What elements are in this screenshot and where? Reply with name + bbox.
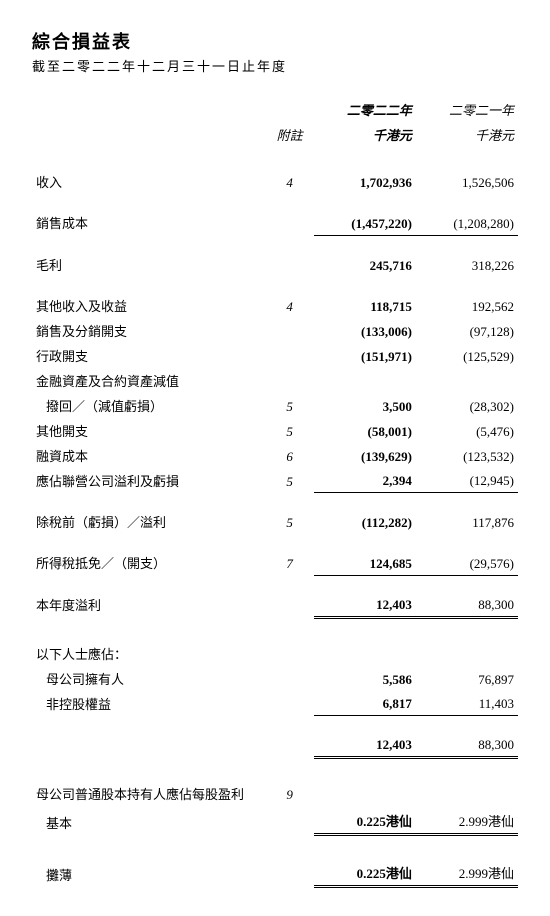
row-note: 6 — [265, 443, 314, 468]
row-label: 銷售成本 — [32, 210, 265, 235]
row-prior: 192,562 — [416, 293, 518, 318]
row-prior: (29,576) — [416, 550, 518, 575]
row-current: 1,702,936 — [314, 169, 416, 194]
row-current: 3,500 — [314, 393, 416, 418]
table-row: 撥回／（減值虧損） 5 3,500 (28,302) — [32, 393, 518, 418]
row-note: 7 — [265, 550, 314, 575]
row-current: (151,971) — [314, 343, 416, 368]
table-row: 本年度溢利 12,403 88,300 — [32, 592, 518, 618]
row-current: 5,586 — [314, 666, 416, 691]
row-prior: 76,897 — [416, 666, 518, 691]
row-prior: 88,300 — [416, 592, 518, 618]
row-note: 4 — [265, 293, 314, 318]
row-label: 以下人士應佔： — [32, 641, 265, 666]
table-row: 收入 4 1,702,936 1,526,506 — [32, 169, 518, 194]
table-row: 12,403 88,300 — [32, 732, 518, 758]
row-current: 124,685 — [314, 550, 416, 575]
row-note: 9 — [265, 781, 314, 806]
row-label: 攤薄 — [32, 858, 265, 887]
row-note: 5 — [265, 418, 314, 443]
statement-title: 綜合損益表 — [32, 28, 518, 54]
col-unit-2021: 千港元 — [416, 122, 518, 147]
table-row: 基本 0.225港仙 2.999港仙 — [32, 806, 518, 835]
row-current: (139,629) — [314, 443, 416, 468]
row-label: 除稅前（虧損）／溢利 — [32, 509, 265, 534]
row-label: 母公司普通股本持有人應佔每股盈利 — [32, 781, 265, 806]
row-prior: 11,403 — [416, 691, 518, 716]
row-current: 245,716 — [314, 252, 416, 277]
row-current: (112,282) — [314, 509, 416, 534]
row-prior: (1,208,280) — [416, 210, 518, 235]
row-label: 其他開支 — [32, 418, 265, 443]
row-prior: 1,526,506 — [416, 169, 518, 194]
row-label: 母公司擁有人 — [32, 666, 265, 691]
row-prior: 117,876 — [416, 509, 518, 534]
col-header-2021: 二零二一年 — [416, 97, 518, 122]
row-prior: (97,128) — [416, 318, 518, 343]
row-prior: 88,300 — [416, 732, 518, 758]
col-unit-2022: 千港元 — [314, 122, 416, 147]
table-row: 金融資產及合約資產減值 — [32, 368, 518, 393]
row-label: 應佔聯營公司溢利及虧損 — [32, 468, 265, 493]
row-label: 非控股權益 — [32, 691, 265, 716]
row-label: 基本 — [32, 806, 265, 835]
notes-column-header: 附註 — [265, 122, 314, 147]
row-prior: (123,532) — [416, 443, 518, 468]
col-header-2022: 二零二二年 — [314, 97, 416, 122]
table-row: 母公司擁有人 5,586 76,897 — [32, 666, 518, 691]
row-note: 4 — [265, 169, 314, 194]
row-label: 撥回／（減值虧損） — [32, 393, 265, 418]
row-current: 0.225港仙 — [314, 858, 416, 887]
income-statement-table: 二零二二年 二零二一年 附註 千港元 千港元 收入 4 1,702,936 1,… — [32, 97, 518, 888]
table-row: 行政開支 (151,971) (125,529) — [32, 343, 518, 368]
row-label: 收入 — [32, 169, 265, 194]
table-row: 其他開支 5 (58,001) (5,476) — [32, 418, 518, 443]
row-label: 毛利 — [32, 252, 265, 277]
row-label: 金融資產及合約資產減值 — [32, 368, 265, 393]
row-label: 行政開支 — [32, 343, 265, 368]
row-note: 5 — [265, 468, 314, 493]
row-current: 0.225港仙 — [314, 806, 416, 835]
table-row: 其他收入及收益 4 118,715 192,562 — [32, 293, 518, 318]
row-current: 118,715 — [314, 293, 416, 318]
row-label: 所得稅抵免／（開支） — [32, 550, 265, 575]
row-prior: 2.999港仙 — [416, 806, 518, 835]
row-prior: (12,945) — [416, 468, 518, 493]
row-current: 2,394 — [314, 468, 416, 493]
row-current: (58,001) — [314, 418, 416, 443]
table-row: 銷售及分銷開支 (133,006) (97,128) — [32, 318, 518, 343]
table-row: 融資成本 6 (139,629) (123,532) — [32, 443, 518, 468]
row-current: (1,457,220) — [314, 210, 416, 235]
row-current: 12,403 — [314, 732, 416, 758]
statement-period: 截至二零二二年十二月三十一日止年度 — [32, 56, 518, 75]
table-row: 母公司普通股本持有人應佔每股盈利 9 — [32, 781, 518, 806]
row-note: 5 — [265, 509, 314, 534]
table-row: 所得稅抵免／（開支） 7 124,685 (29,576) — [32, 550, 518, 575]
row-current: 6,817 — [314, 691, 416, 716]
row-prior: (5,476) — [416, 418, 518, 443]
row-label: 銷售及分銷開支 — [32, 318, 265, 343]
row-prior: 2.999港仙 — [416, 858, 518, 887]
table-row: 除稅前（虧損）／溢利 5 (112,282) 117,876 — [32, 509, 518, 534]
table-row: 毛利 245,716 318,226 — [32, 252, 518, 277]
row-note: 5 — [265, 393, 314, 418]
row-prior: (28,302) — [416, 393, 518, 418]
row-current: (133,006) — [314, 318, 416, 343]
row-label: 融資成本 — [32, 443, 265, 468]
row-current: 12,403 — [314, 592, 416, 618]
row-prior: (125,529) — [416, 343, 518, 368]
table-row: 非控股權益 6,817 11,403 — [32, 691, 518, 716]
table-row: 銷售成本 (1,457,220) (1,208,280) — [32, 210, 518, 235]
table-row: 以下人士應佔： — [32, 641, 518, 666]
row-prior: 318,226 — [416, 252, 518, 277]
table-row: 應佔聯營公司溢利及虧損 5 2,394 (12,945) — [32, 468, 518, 493]
row-label: 其他收入及收益 — [32, 293, 265, 318]
table-row: 攤薄 0.225港仙 2.999港仙 — [32, 858, 518, 887]
row-label: 本年度溢利 — [32, 592, 265, 618]
